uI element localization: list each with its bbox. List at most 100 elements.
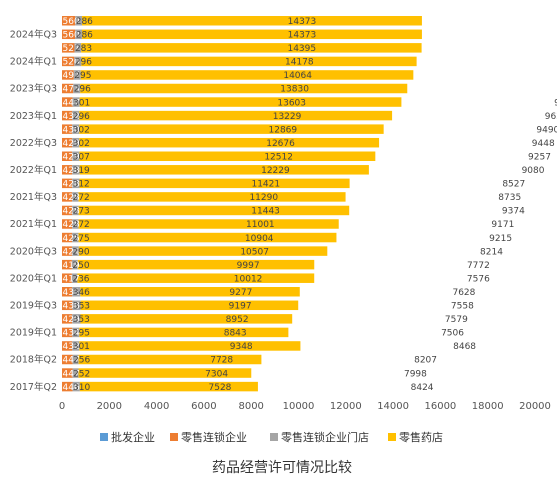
x-tick-label-9: 16000 — [424, 401, 456, 412]
bar-2-13 — [62, 219, 73, 229]
bar-3-28 — [75, 16, 82, 26]
bar-3-15 — [72, 192, 79, 202]
data-label-21-2: 296 — [73, 112, 90, 122]
bar-4-17 — [79, 165, 369, 175]
bar-2-16 — [62, 178, 73, 189]
data-label-28-3: 14373 — [288, 17, 317, 27]
data-label-12-4: 9215 — [489, 234, 512, 244]
data-label-22-2: 301 — [73, 98, 90, 108]
bar-2-10 — [62, 259, 72, 270]
data-label-21-1: 432 — [63, 112, 80, 122]
bar-2-6 — [62, 314, 73, 324]
bar-3-22 — [72, 97, 80, 107]
data-label-17-3: 12229 — [261, 166, 290, 176]
bar-2-19 — [62, 137, 73, 148]
bar-3-23 — [73, 83, 81, 94]
data-label-19-1: 429 — [63, 139, 80, 149]
data-label-12-1: 425 — [63, 234, 80, 244]
x-tick-label-2: 2000 — [97, 401, 122, 412]
data-label-6-2: 353 — [73, 315, 90, 325]
data-label-4-2: 301 — [73, 342, 90, 352]
data-label-22-1: 447 — [63, 98, 80, 108]
data-label-25-2: 296 — [75, 58, 92, 68]
data-label-21-4: 9628 — [545, 112, 557, 122]
chart-title: 药品经营许可情况比较 — [212, 460, 352, 476]
bar-3-11 — [71, 246, 79, 256]
bar-4-12 — [78, 232, 337, 243]
data-label-17-4: 9080 — [522, 166, 545, 176]
data-label-2-4: 7998 — [404, 369, 427, 379]
y-axis: 2017年Q2 2018年Q2 2019年Q1 2019年Q3 2020年Q1 2020年… — [10, 29, 57, 393]
data-label-13-2: 272 — [73, 220, 90, 230]
x-tick-label-3: 4000 — [144, 401, 169, 412]
data-label-23-1: 473 — [63, 85, 80, 95]
bar-3-9 — [71, 273, 78, 283]
data-label-5-4: 7506 — [441, 329, 464, 339]
bar-2-5 — [62, 327, 73, 338]
bar-3-24 — [73, 70, 81, 80]
bar-3-17 — [72, 165, 80, 175]
data-label-9-4: 7576 — [467, 274, 490, 284]
bar-3-10 — [71, 259, 78, 270]
bar-3-1 — [72, 381, 80, 392]
data-label-10-1: 419 — [63, 261, 80, 271]
x-tick-label-8: 14000 — [377, 401, 409, 412]
bar-4-7 — [80, 300, 299, 311]
data-label-6-1: 429 — [63, 315, 80, 325]
data-label-16-1: 428 — [63, 180, 80, 190]
data-label-8-1: 431 — [63, 288, 80, 298]
legend-label-3: 零售连锁企业门店 — [281, 430, 369, 444]
data-label-8-2: 346 — [73, 288, 90, 298]
data-label-10-3: 9997 — [237, 261, 260, 271]
data-label-8-3: 9277 — [229, 288, 252, 298]
bar-3-13 — [72, 219, 79, 229]
data-label-24-3: 14064 — [283, 71, 312, 81]
data-label-13-3: 11001 — [246, 220, 275, 230]
data-label-1-2: 310 — [73, 383, 90, 393]
data-label-25-3: 14178 — [285, 58, 314, 68]
bar-2-8 — [62, 287, 73, 297]
data-label-9-2: 236 — [72, 274, 89, 284]
bar-2-17 — [62, 165, 73, 175]
bar-2-25 — [62, 56, 75, 67]
bar-2-1 — [62, 381, 73, 392]
bar-3-25 — [74, 56, 82, 67]
bar-2-12 — [62, 232, 73, 243]
bar-2-21 — [62, 110, 73, 121]
bar-3-2 — [72, 368, 79, 378]
data-label-3-1: 447 — [63, 356, 80, 366]
data-label-12-2: 275 — [73, 234, 90, 244]
legend: 批发企业 零售连锁企业 零售连锁企业门店 零售药店 — [100, 430, 443, 444]
bar-4-13 — [78, 219, 339, 229]
bar-4-21 — [79, 110, 393, 121]
bar-4-15 — [78, 192, 346, 202]
bar-3-3 — [72, 354, 79, 365]
data-label-15-2: 272 — [73, 193, 90, 203]
legend-swatch-3 — [270, 433, 278, 441]
data-label-18-1: 429 — [63, 152, 80, 162]
y-tick-label-21: 2023年Q1 — [10, 110, 57, 122]
bar-3-18 — [72, 151, 80, 161]
bar-3-12 — [72, 232, 79, 243]
y-tick-label-9: 2020年Q1 — [10, 272, 57, 284]
bar-3-14 — [72, 205, 79, 216]
x-tick-label-6: 10000 — [283, 401, 315, 412]
data-label-16-4: 8527 — [502, 180, 525, 190]
data-label-16-2: 312 — [73, 180, 90, 190]
data-label-4-3: 9348 — [230, 342, 253, 352]
data-label-10-4: 7772 — [467, 261, 490, 271]
data-label-4-1: 432 — [63, 342, 80, 352]
y-tick-label-3: 2018年Q2 — [10, 354, 57, 366]
legend-label-4: 零售药店 — [399, 430, 443, 444]
data-label-15-4: 8735 — [498, 193, 521, 203]
bar-4-16 — [79, 178, 350, 189]
y-tick-label-23: 2023年Q3 — [10, 83, 57, 95]
data-label-5-1: 434 — [63, 329, 80, 339]
data-label-11-2: 290 — [72, 247, 89, 257]
data-label-7-4: 7558 — [451, 302, 474, 312]
y-tick-label-11: 2020年Q3 — [10, 245, 57, 257]
bar-2-11 — [62, 246, 72, 256]
data-label-2-3: 7304 — [205, 369, 228, 379]
bar-3-16 — [72, 178, 80, 189]
